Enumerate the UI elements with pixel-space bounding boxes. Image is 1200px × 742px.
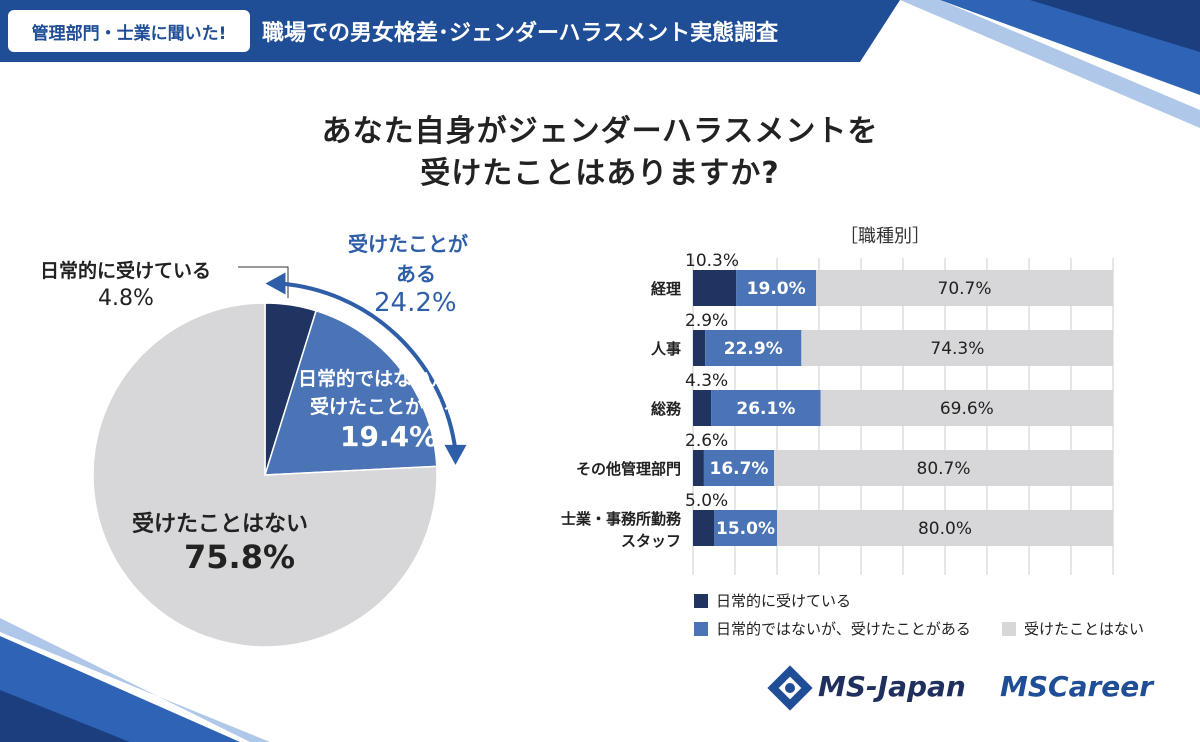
legend-label-never: 受けたことはない — [1024, 620, 1145, 638]
bar-category-label: 士業・事務所勤務 — [561, 510, 682, 528]
legend-item-sometimes: 日常的ではないが、受けたことがある — [694, 618, 971, 639]
bar-segment-daily — [693, 270, 737, 306]
bar-value-label-never: 74.3% — [930, 339, 984, 359]
question-title-line2: 受けたことはありますか? — [420, 156, 780, 191]
bar-segment-daily — [693, 330, 706, 366]
ms-career-logo-text: MSCareer — [1000, 670, 1154, 703]
bar-category-label: その他管理部門 — [576, 460, 681, 478]
bar-value-label-never: 80.0% — [918, 519, 972, 539]
legend-swatch-sometimes — [694, 621, 708, 636]
corner-stripe-bottom-2 — [0, 690, 130, 742]
bar-value-label-sometimes: 19.0% — [747, 279, 806, 299]
pie-label-has-line1: 受けたことが — [348, 232, 468, 256]
bar-segment-sometimes — [714, 510, 777, 546]
bar-value-label-daily: 5.0% — [685, 491, 728, 511]
legend-item-daily: 日常的に受けている — [694, 590, 851, 611]
bar-value-label-never: 69.6% — [940, 399, 994, 419]
pie-arc-arrow — [279, 281, 458, 452]
bar-segment-daily — [693, 390, 712, 426]
pie-arrowhead-start — [265, 272, 286, 295]
header-badge: 管理部門・士業に聞いた! — [8, 10, 250, 52]
ms-japan-logo-mark — [767, 665, 813, 711]
bar-category-label: スタッフ — [621, 532, 681, 550]
corner-stripe-top-2 — [1030, 0, 1200, 52]
bar-value-label-never: 80.7% — [917, 459, 971, 479]
pie-label-daily: 日常的に受けている — [40, 260, 212, 282]
pie-slice-never — [92, 302, 438, 648]
bar-segment-never — [820, 390, 1113, 426]
legend-label-sometimes: 日常的ではないが、受けたことがある — [716, 620, 971, 638]
pie-label-sometimes-line1: 日常的ではないが、 — [298, 368, 469, 390]
pie-label-sometimes-line2: 受けたことがある — [310, 396, 463, 418]
bar-value-label-sometimes: 16.7% — [709, 459, 768, 479]
bar-segment-sometimes — [705, 330, 802, 366]
legend-item-never: 受けたことはない — [1002, 618, 1144, 639]
bar-segment-daily — [693, 510, 714, 546]
bar-segment-never — [801, 330, 1114, 366]
pie-label-never: 受けたことはない — [132, 512, 309, 537]
ms-japan-logo-text: MS-Japan — [818, 670, 966, 703]
bar-segment-never — [816, 270, 1113, 306]
pie-slice-sometimes — [263, 309, 438, 476]
legend-label-daily: 日常的に受けている — [716, 592, 852, 610]
question-title-line1: あなた自身がジェンダーハラスメントを — [321, 114, 879, 149]
bar-segment-sometimes — [736, 270, 817, 306]
legend-swatch-daily — [694, 593, 708, 608]
legend-swatch-never — [1002, 621, 1016, 636]
bar-segment-sometimes — [703, 450, 775, 486]
corner-stripe-top-3 — [900, 0, 1200, 128]
header-title: 職場での男女格差･ジェンダーハラスメント実態調査 — [262, 21, 779, 46]
pie-chart — [92, 266, 467, 648]
bar-value-label-sometimes: 22.9% — [724, 339, 783, 359]
bar-segment-never — [774, 450, 1113, 486]
bar-value-label-daily: 4.3% — [685, 371, 728, 391]
logo-center — [785, 683, 795, 693]
pie-value-never: 75.8% — [184, 538, 296, 576]
bar-value-label-sometimes: 26.1% — [736, 399, 795, 419]
pie-value-sometimes: 19.4% — [340, 420, 438, 453]
bar-category-label: 人事 — [651, 340, 681, 358]
bar-category-label: 経理 — [651, 280, 681, 298]
bar-value-label-sometimes: 15.0% — [716, 519, 775, 539]
bar-chart-subtitle: ［職種別］ — [840, 226, 930, 247]
bar-segment-never — [777, 510, 1113, 546]
pie-leader-line-daily — [238, 266, 289, 298]
pie-label-has-line2: ある — [396, 262, 436, 286]
bar-category-label: 総務 — [651, 400, 682, 418]
pie-arrowhead-end — [444, 444, 467, 465]
bar-value-label-daily: 2.9% — [685, 311, 728, 331]
pie-value-daily: 4.8% — [98, 286, 154, 311]
bar-value-label-daily: 2.6% — [685, 431, 728, 451]
bar-segment-daily — [693, 450, 704, 486]
bar-segment-sometimes — [711, 390, 821, 426]
pie-value-has: 24.2% — [374, 288, 457, 318]
bar-value-label-never: 70.7% — [938, 279, 992, 299]
bar-value-label-daily: 10.3% — [685, 251, 739, 271]
